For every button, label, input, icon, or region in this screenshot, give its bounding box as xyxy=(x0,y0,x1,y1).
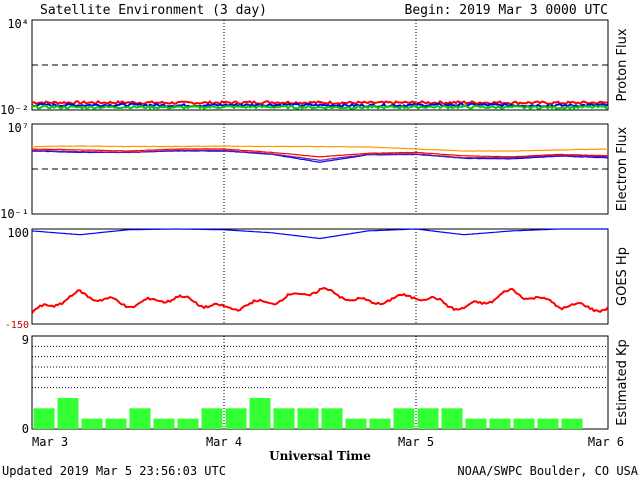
kp-bar xyxy=(105,418,127,429)
goes-hp-ytick-bottom: -150 xyxy=(5,320,29,331)
kp-bar xyxy=(417,408,439,429)
electron-ytick-top: 10⁷ xyxy=(7,121,29,135)
kp-panel-frame xyxy=(31,335,609,430)
kp-bar xyxy=(369,418,391,429)
credit-label: NOAA/SWPC Boulder, CO USA xyxy=(457,464,638,478)
kp-bar xyxy=(489,418,511,429)
kp-bar xyxy=(177,418,199,429)
kp-bar xyxy=(297,408,319,429)
proton-ylabel: Proton Flux xyxy=(615,28,630,101)
proton-panel-frame xyxy=(31,19,609,111)
goes-hp-series-1 xyxy=(31,286,609,314)
chart-title: Satellite Environment (3 day) xyxy=(40,3,267,18)
electron-ytick-bottom: 10⁻¹ xyxy=(0,207,29,221)
updated-label: Updated 2019 Mar 5 23:56:03 UTC xyxy=(2,464,226,478)
kp-bar xyxy=(393,408,415,429)
kp-bar xyxy=(57,398,79,429)
kp-bar xyxy=(465,418,487,429)
electron-ylabel: Electron Flux xyxy=(615,126,630,211)
kp-bar xyxy=(153,418,175,429)
electron-series-3 xyxy=(31,149,608,162)
kp-bar xyxy=(273,408,295,429)
kp-ytick-top: 9 xyxy=(22,333,29,347)
x-axis-label: Universal Time xyxy=(269,449,371,463)
x-tick-label: Mar 3 xyxy=(32,435,68,449)
proton-ytick-top: 10⁴ xyxy=(7,17,29,31)
kp-bar xyxy=(201,408,223,429)
electron-series-1 xyxy=(32,148,608,158)
goes-hp-ylabel: GOES Hp xyxy=(615,247,630,306)
electron-panel-frame xyxy=(31,123,609,215)
kp-bar xyxy=(537,418,559,429)
begin-label: Begin: 2019 Mar 3 0000 UTC xyxy=(405,3,609,18)
proton-ytick-bottom: 10⁻² xyxy=(0,103,29,117)
kp-bar xyxy=(33,408,55,429)
kp-bar xyxy=(561,418,583,429)
kp-ylabel: Estimated Kp xyxy=(615,339,630,426)
kp-bar xyxy=(81,418,103,429)
goes-hp-panel-frame xyxy=(31,228,609,325)
kp-ytick-bottom: 0 xyxy=(22,422,29,436)
x-tick-label: Mar 5 xyxy=(398,435,434,449)
kp-bar xyxy=(321,408,343,429)
proton-series-0 xyxy=(31,99,609,106)
kp-bar xyxy=(225,408,247,429)
kp-bar xyxy=(345,418,367,429)
kp-bar xyxy=(249,398,271,429)
kp-bar xyxy=(513,418,535,429)
electron-series-0 xyxy=(31,145,609,152)
x-tick-label: Mar 6 xyxy=(588,435,624,449)
proton-series-2 xyxy=(31,104,608,111)
x-tick-label: Mar 4 xyxy=(206,435,242,449)
kp-bar xyxy=(441,408,463,429)
goes-hp-series-0 xyxy=(31,228,608,240)
kp-bar xyxy=(129,408,151,429)
goes-hp-ytick-top: 100 xyxy=(7,226,29,240)
